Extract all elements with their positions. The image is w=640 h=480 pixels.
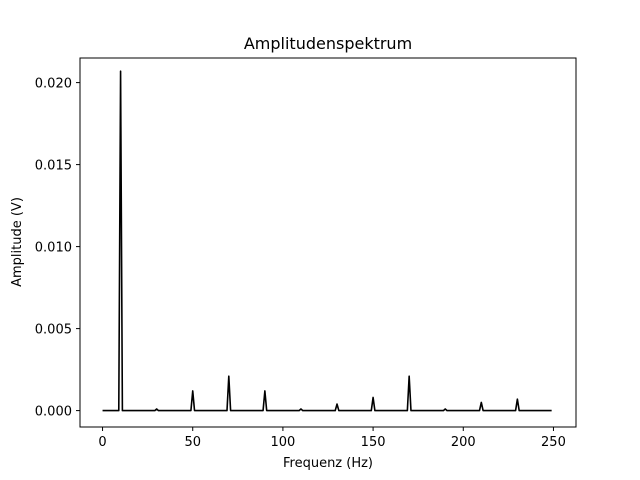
x-axis: 0 50 100 150 200 250 — [98, 427, 566, 450]
y-tick-label: 0.015 — [35, 159, 72, 174]
x-tick-label: 200 — [451, 435, 476, 450]
y-axis-label: Amplitude (V) — [10, 197, 25, 287]
x-tick-label: 100 — [270, 435, 295, 450]
series-line — [102, 70, 552, 412]
plot-frame — [79, 57, 577, 428]
y-tick-label: 0.010 — [35, 241, 72, 256]
plot-area: 0 50 100 150 200 250 0.000 0.005 0.010 0.015 0.02… — [35, 57, 577, 450]
y-axis: 0.000 0.005 0.010 0.015 0.020 — [35, 77, 80, 420]
x-tick-label: 150 — [361, 435, 386, 450]
x-tick-label: 250 — [541, 435, 566, 450]
y-tick-label: 0.000 — [35, 405, 72, 420]
y-tick-label: 0.005 — [35, 323, 72, 338]
chart-title: Amplitudenspektrum — [244, 34, 412, 53]
x-tick-label: 0 — [98, 435, 106, 450]
x-tick-label: 50 — [184, 435, 201, 450]
y-tick-label: 0.020 — [35, 77, 72, 92]
x-axis-label: Frequenz (Hz) — [283, 456, 373, 471]
